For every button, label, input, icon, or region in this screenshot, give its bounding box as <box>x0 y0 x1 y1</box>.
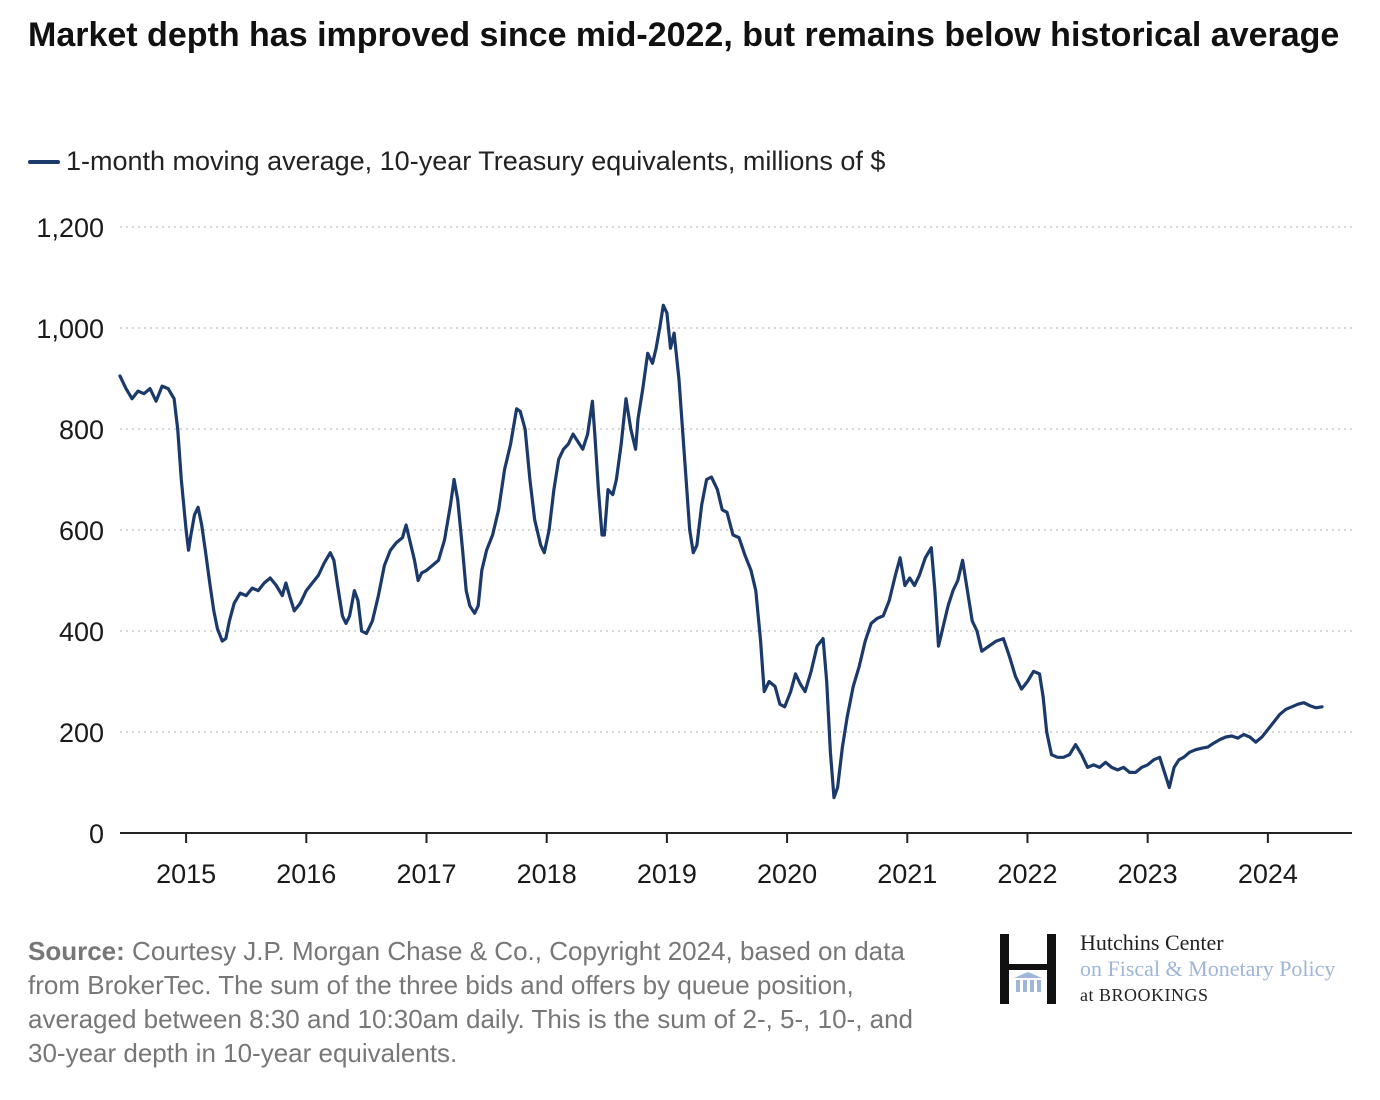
x-tick-label: 2019 <box>637 859 697 889</box>
source-label: Source: <box>28 936 125 966</box>
y-tick-label: 600 <box>59 516 104 546</box>
x-tick-label: 2016 <box>276 859 336 889</box>
series-layer <box>118 303 1324 800</box>
x-tick-label: 2021 <box>877 859 937 889</box>
logo-line-1: Hutchins Center <box>1080 930 1224 955</box>
y-tick-label: 1,000 <box>36 314 104 344</box>
chart-title: Market depth has improved since mid-2022… <box>28 16 1340 54</box>
y-tick-label: 800 <box>59 415 104 445</box>
logo-line-2: on Fiscal & Monetary Policy <box>1080 956 1336 981</box>
logo-text: Hutchins Center on Fiscal & Monetary Pol… <box>1080 930 1335 1008</box>
series-line-market-depth <box>118 303 1324 800</box>
legend: 1-month moving average, 10-year Treasury… <box>28 146 885 177</box>
y-tick-label: 400 <box>59 617 104 647</box>
x-tick-label: 2015 <box>156 859 216 889</box>
logo-line-3: at BROOKINGS <box>1080 985 1209 1005</box>
grid-lines <box>120 226 1352 733</box>
x-tick-label: 2023 <box>1118 859 1178 889</box>
y-tick-label: 1,200 <box>36 213 104 243</box>
x-tick-label: 2022 <box>997 859 1057 889</box>
y-tick-label: 0 <box>89 819 104 849</box>
legend-swatch <box>28 159 60 164</box>
legend-label: 1-month moving average, 10-year Treasury… <box>66 146 886 176</box>
x-tick-label: 2018 <box>517 859 577 889</box>
brookings-logo: Hutchins Center on Fiscal & Monetary Pol… <box>1000 930 1370 1010</box>
x-tick-label: 2020 <box>757 859 817 889</box>
x-axis: 2015 2016 2017 2018 2019 2020 2021 2022 2023 2024 <box>120 832 1352 889</box>
chart-plot: 0 200 400 600 800 1,000 1,200 2015 2016 2017 2018… <box>36 213 1352 889</box>
y-axis: 0 200 400 600 800 1,000 1,200 <box>36 213 104 849</box>
source-note: Source: Courtesy J.P. Morgan Chase & Co.… <box>28 934 928 1070</box>
x-tick-label: 2024 <box>1238 859 1298 889</box>
x-tick-label: 2017 <box>396 859 456 889</box>
hutchins-logo-icon <box>1000 934 1056 1004</box>
y-tick-label: 200 <box>59 718 104 748</box>
source-text: Courtesy J.P. Morgan Chase & Co., Copyri… <box>28 936 914 1068</box>
